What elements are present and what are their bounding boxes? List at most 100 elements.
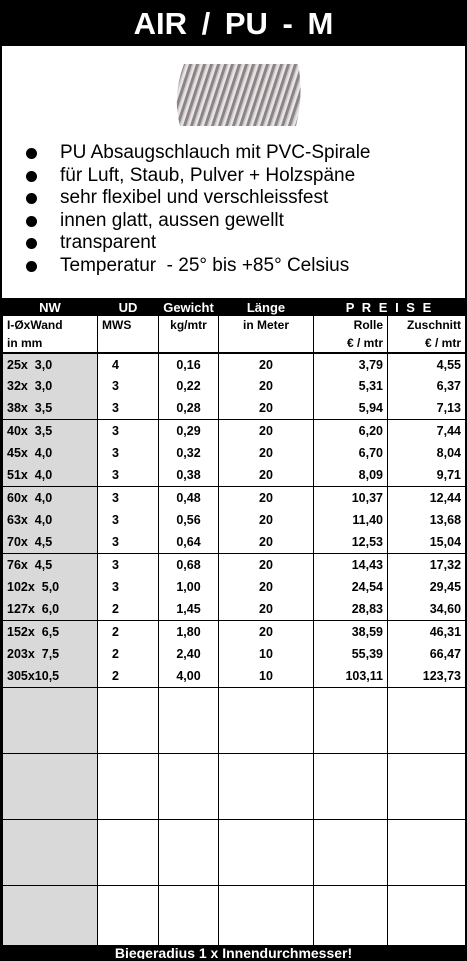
- empty-cell: [159, 819, 219, 885]
- subheader-line: in mm: [7, 334, 93, 352]
- cell: 4,55: [388, 353, 466, 375]
- cell: 20: [219, 464, 314, 486]
- cell: 10: [219, 665, 314, 687]
- subheader-line: kg/mtr: [163, 316, 214, 334]
- cell: 25x 3,0: [3, 353, 98, 375]
- cell: 3: [98, 375, 159, 397]
- subheader-cell: Zuschnitt€ / mtr: [388, 316, 466, 353]
- subheader-cell: Rolle€ / mtr: [314, 316, 388, 353]
- subheader-cell: MWS: [98, 316, 159, 353]
- header-cell: P R E I S E: [314, 298, 466, 316]
- cell: 24,54: [314, 576, 388, 598]
- cell: 2: [98, 665, 159, 687]
- bullet-item: innen glatt, aussen gewellt: [26, 210, 370, 233]
- empty-cell: [98, 885, 159, 951]
- cell: 0,68: [159, 554, 219, 576]
- cell: 1,45: [159, 598, 219, 620]
- cell: 20: [219, 598, 314, 620]
- header-cell: Länge: [219, 298, 314, 316]
- empty-cell: [388, 753, 466, 819]
- empty-cell: [388, 885, 466, 951]
- empty-cell: [98, 819, 159, 885]
- cell: 3: [98, 554, 159, 576]
- cell: 38,59: [314, 621, 388, 643]
- cell: 0,28: [159, 398, 219, 420]
- cell: 12,44: [388, 487, 466, 509]
- cell: 34,60: [388, 598, 466, 620]
- cell: 51x 4,0: [3, 464, 98, 486]
- bullet-item: für Luft, Staub, Pulver + Holzspäne: [26, 165, 370, 188]
- cell: 20: [219, 487, 314, 509]
- cell: 20: [219, 398, 314, 420]
- header-cell: UD: [98, 298, 159, 316]
- cell: 3: [98, 576, 159, 598]
- subheader-line: in Meter: [223, 316, 309, 334]
- cell: 2: [98, 621, 159, 643]
- product-sheet: AIR / PU - M PU Absaugschlauch mit PVC-S…: [0, 0, 467, 961]
- cell: 20: [219, 531, 314, 553]
- cell: 152x 6,5: [3, 621, 98, 643]
- cell: 10: [219, 643, 314, 665]
- cell: 76x 4,5: [3, 554, 98, 576]
- subheader-cell: kg/mtr: [159, 316, 219, 353]
- subheader-line: MWS: [102, 316, 154, 334]
- cell: 4: [98, 353, 159, 375]
- cell: 63x 4,0: [3, 509, 98, 531]
- bullet-item: transparent: [26, 232, 370, 255]
- cell: 6,37: [388, 375, 466, 397]
- empty-cell: [159, 885, 219, 951]
- subheader-cell: in Meter: [219, 316, 314, 353]
- empty-row: [3, 753, 466, 819]
- cell: 8,09: [314, 464, 388, 486]
- cell: 8,04: [388, 442, 466, 464]
- subheader-line: Rolle: [318, 316, 383, 334]
- empty-cell: [98, 687, 159, 753]
- cell: 3: [98, 531, 159, 553]
- empty-cell: [314, 753, 388, 819]
- empty-cell: [3, 819, 98, 885]
- cell: 20: [219, 554, 314, 576]
- empty-cell: [219, 753, 314, 819]
- empty-cell: [388, 819, 466, 885]
- empty-cell: [314, 687, 388, 753]
- hose-image: [170, 58, 304, 132]
- cell: 0,38: [159, 464, 219, 486]
- empty-cell: [98, 753, 159, 819]
- cell: 29,45: [388, 576, 466, 598]
- empty-cell: [219, 687, 314, 753]
- cell: 6,70: [314, 442, 388, 464]
- subheader-line: Zuschnitt: [392, 316, 461, 334]
- cell: 305x10,5: [3, 665, 98, 687]
- cell: 13,68: [388, 509, 466, 531]
- empty-row: [3, 687, 466, 753]
- cell: 102x 5,0: [3, 576, 98, 598]
- cell: 0,56: [159, 509, 219, 531]
- cell: 20: [219, 420, 314, 442]
- cell: 20: [219, 375, 314, 397]
- cell: 20: [219, 576, 314, 598]
- cell: 0,64: [159, 531, 219, 553]
- empty-cell: [388, 687, 466, 753]
- cell: 12,53: [314, 531, 388, 553]
- cell: 45x 4,0: [3, 442, 98, 464]
- cell: 2: [98, 643, 159, 665]
- cell: 32x 3,0: [3, 375, 98, 397]
- empty-row: [3, 885, 466, 951]
- cell: 20: [219, 621, 314, 643]
- cell: 123,73: [388, 665, 466, 687]
